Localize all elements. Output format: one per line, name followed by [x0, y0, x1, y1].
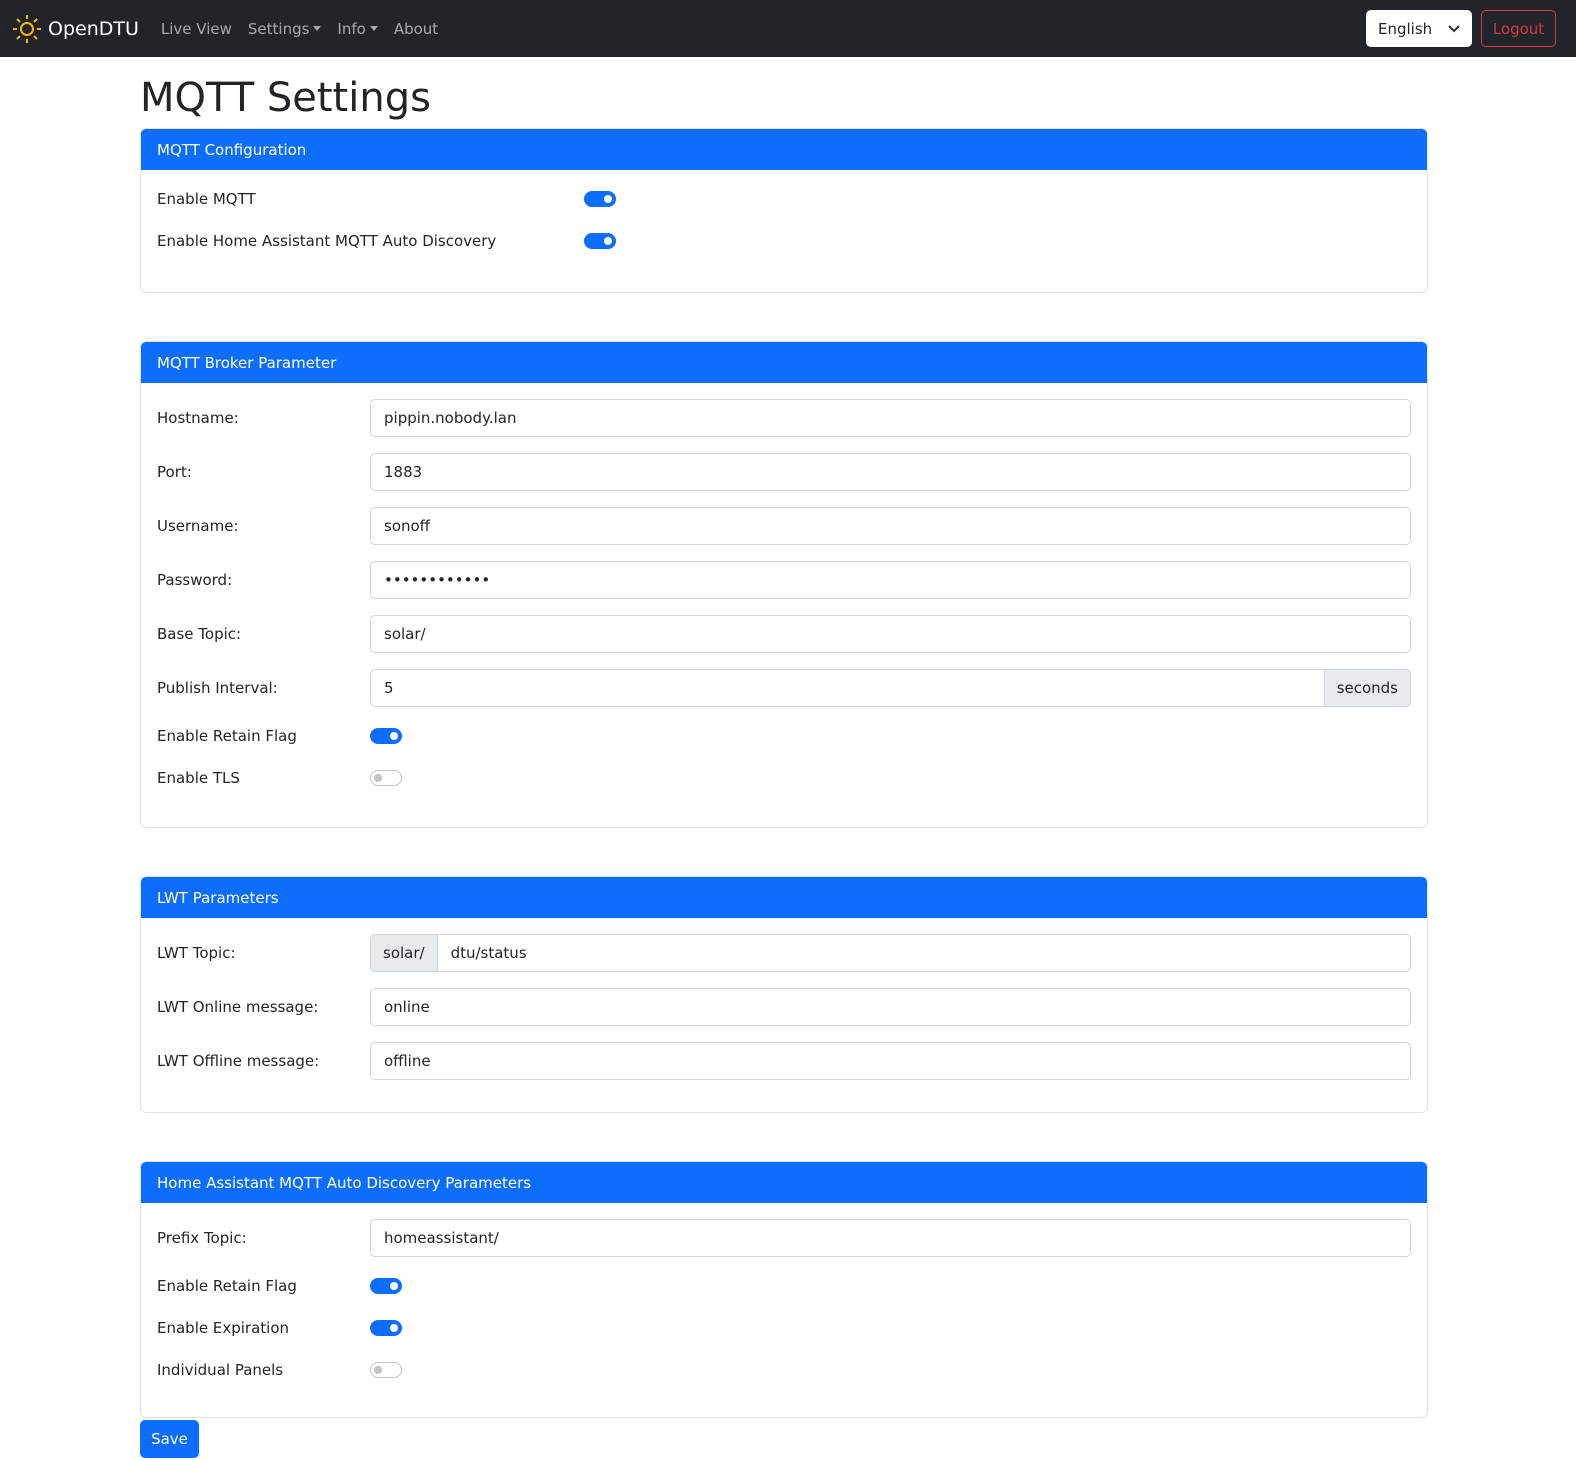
enable-mqtt-label: Enable MQTT	[157, 190, 256, 208]
page-title: MQTT Settings	[140, 75, 431, 121]
ha-retain-toggle[interactable]	[370, 1278, 402, 1294]
brand[interactable]: OpenDTU	[12, 14, 139, 44]
prefix-topic-label: Prefix Topic:	[157, 1229, 247, 1247]
ha-expiration-label: Enable Expiration	[157, 1319, 289, 1337]
mqtt-configuration-card: MQTT Configuration Enable MQTT Enable Ho…	[140, 128, 1428, 293]
ha-retain-label: Enable Retain Flag	[157, 1277, 297, 1295]
lwt-prefix-addon: solar/	[370, 934, 438, 972]
brand-name: OpenDTU	[48, 17, 139, 40]
publish-interval-input[interactable]: 5	[370, 669, 1325, 707]
nav-info[interactable]: Info	[337, 20, 378, 38]
retain-toggle[interactable]	[370, 728, 402, 744]
individual-panels-toggle[interactable]	[370, 1362, 402, 1378]
sun-icon	[13, 14, 41, 43]
card-header: MQTT Configuration	[141, 129, 1427, 170]
navbar: OpenDTU Live View Settings Info About En…	[0, 0, 1576, 57]
enable-ha-toggle[interactable]	[584, 233, 616, 249]
nav-live-view[interactable]: Live View	[160, 19, 232, 38]
username-label: Username:	[157, 517, 239, 535]
save-button[interactable]: Save	[140, 1420, 199, 1458]
username-input[interactable]: sonoff	[370, 507, 1411, 545]
ha-expiration-toggle[interactable]	[370, 1320, 402, 1336]
lwt-topic-label: LWT Topic:	[157, 944, 236, 962]
enable-mqtt-toggle[interactable]	[584, 191, 616, 207]
card-header: Home Assistant MQTT Auto Discovery Param…	[141, 1162, 1427, 1203]
prefix-topic-input[interactable]: homeassistant/	[370, 1219, 1411, 1257]
language-select[interactable]: English	[1366, 10, 1472, 47]
tls-toggle[interactable]	[370, 770, 402, 786]
base-topic-input[interactable]: solar/	[370, 615, 1411, 653]
seconds-addon: seconds	[1324, 669, 1411, 707]
password-input[interactable]: ••••••••••••	[370, 561, 1411, 599]
caret-down-icon	[369, 26, 378, 31]
enable-ha-label: Enable Home Assistant MQTT Auto Discover…	[157, 232, 497, 250]
chevron-down-icon	[1448, 24, 1460, 32]
base-topic-label: Base Topic:	[157, 625, 242, 643]
hostname-label: Hostname:	[157, 409, 239, 427]
password-label: Password:	[157, 571, 233, 589]
individual-panels-label: Individual Panels	[157, 1361, 284, 1379]
nav-settings[interactable]: Settings	[248, 20, 322, 38]
caret-down-icon	[313, 26, 322, 31]
hostname-input[interactable]: pippin.nobody.lan	[370, 399, 1411, 437]
port-label: Port:	[157, 463, 192, 481]
lwt-offline-input[interactable]: offline	[370, 1042, 1411, 1080]
card-header: LWT Parameters	[141, 877, 1427, 918]
card-header: MQTT Broker Parameter	[141, 342, 1427, 383]
mqtt-broker-card: MQTT Broker Parameter Hostname: pippin.no…	[140, 341, 1428, 828]
lwt-online-label: LWT Online message:	[157, 998, 319, 1016]
lwt-topic-input[interactable]: dtu/status	[437, 934, 1411, 972]
retain-label: Enable Retain Flag	[157, 727, 297, 745]
publish-interval-label: Publish Interval:	[157, 679, 278, 697]
lwt-card: LWT Parameters LWT Topic: solar/dtu/statu…	[140, 876, 1428, 1113]
port-input[interactable]: 1883	[370, 453, 1411, 491]
tls-label: Enable TLS	[157, 769, 240, 787]
ha-discovery-card: Home Assistant MQTT Auto Discovery Param…	[140, 1161, 1428, 1418]
lwt-offline-label: LWT Offline message:	[157, 1052, 320, 1070]
nav-about[interactable]: About	[393, 19, 439, 38]
lwt-online-input[interactable]: online	[370, 988, 1411, 1026]
logout-button[interactable]: Logout	[1481, 10, 1556, 47]
